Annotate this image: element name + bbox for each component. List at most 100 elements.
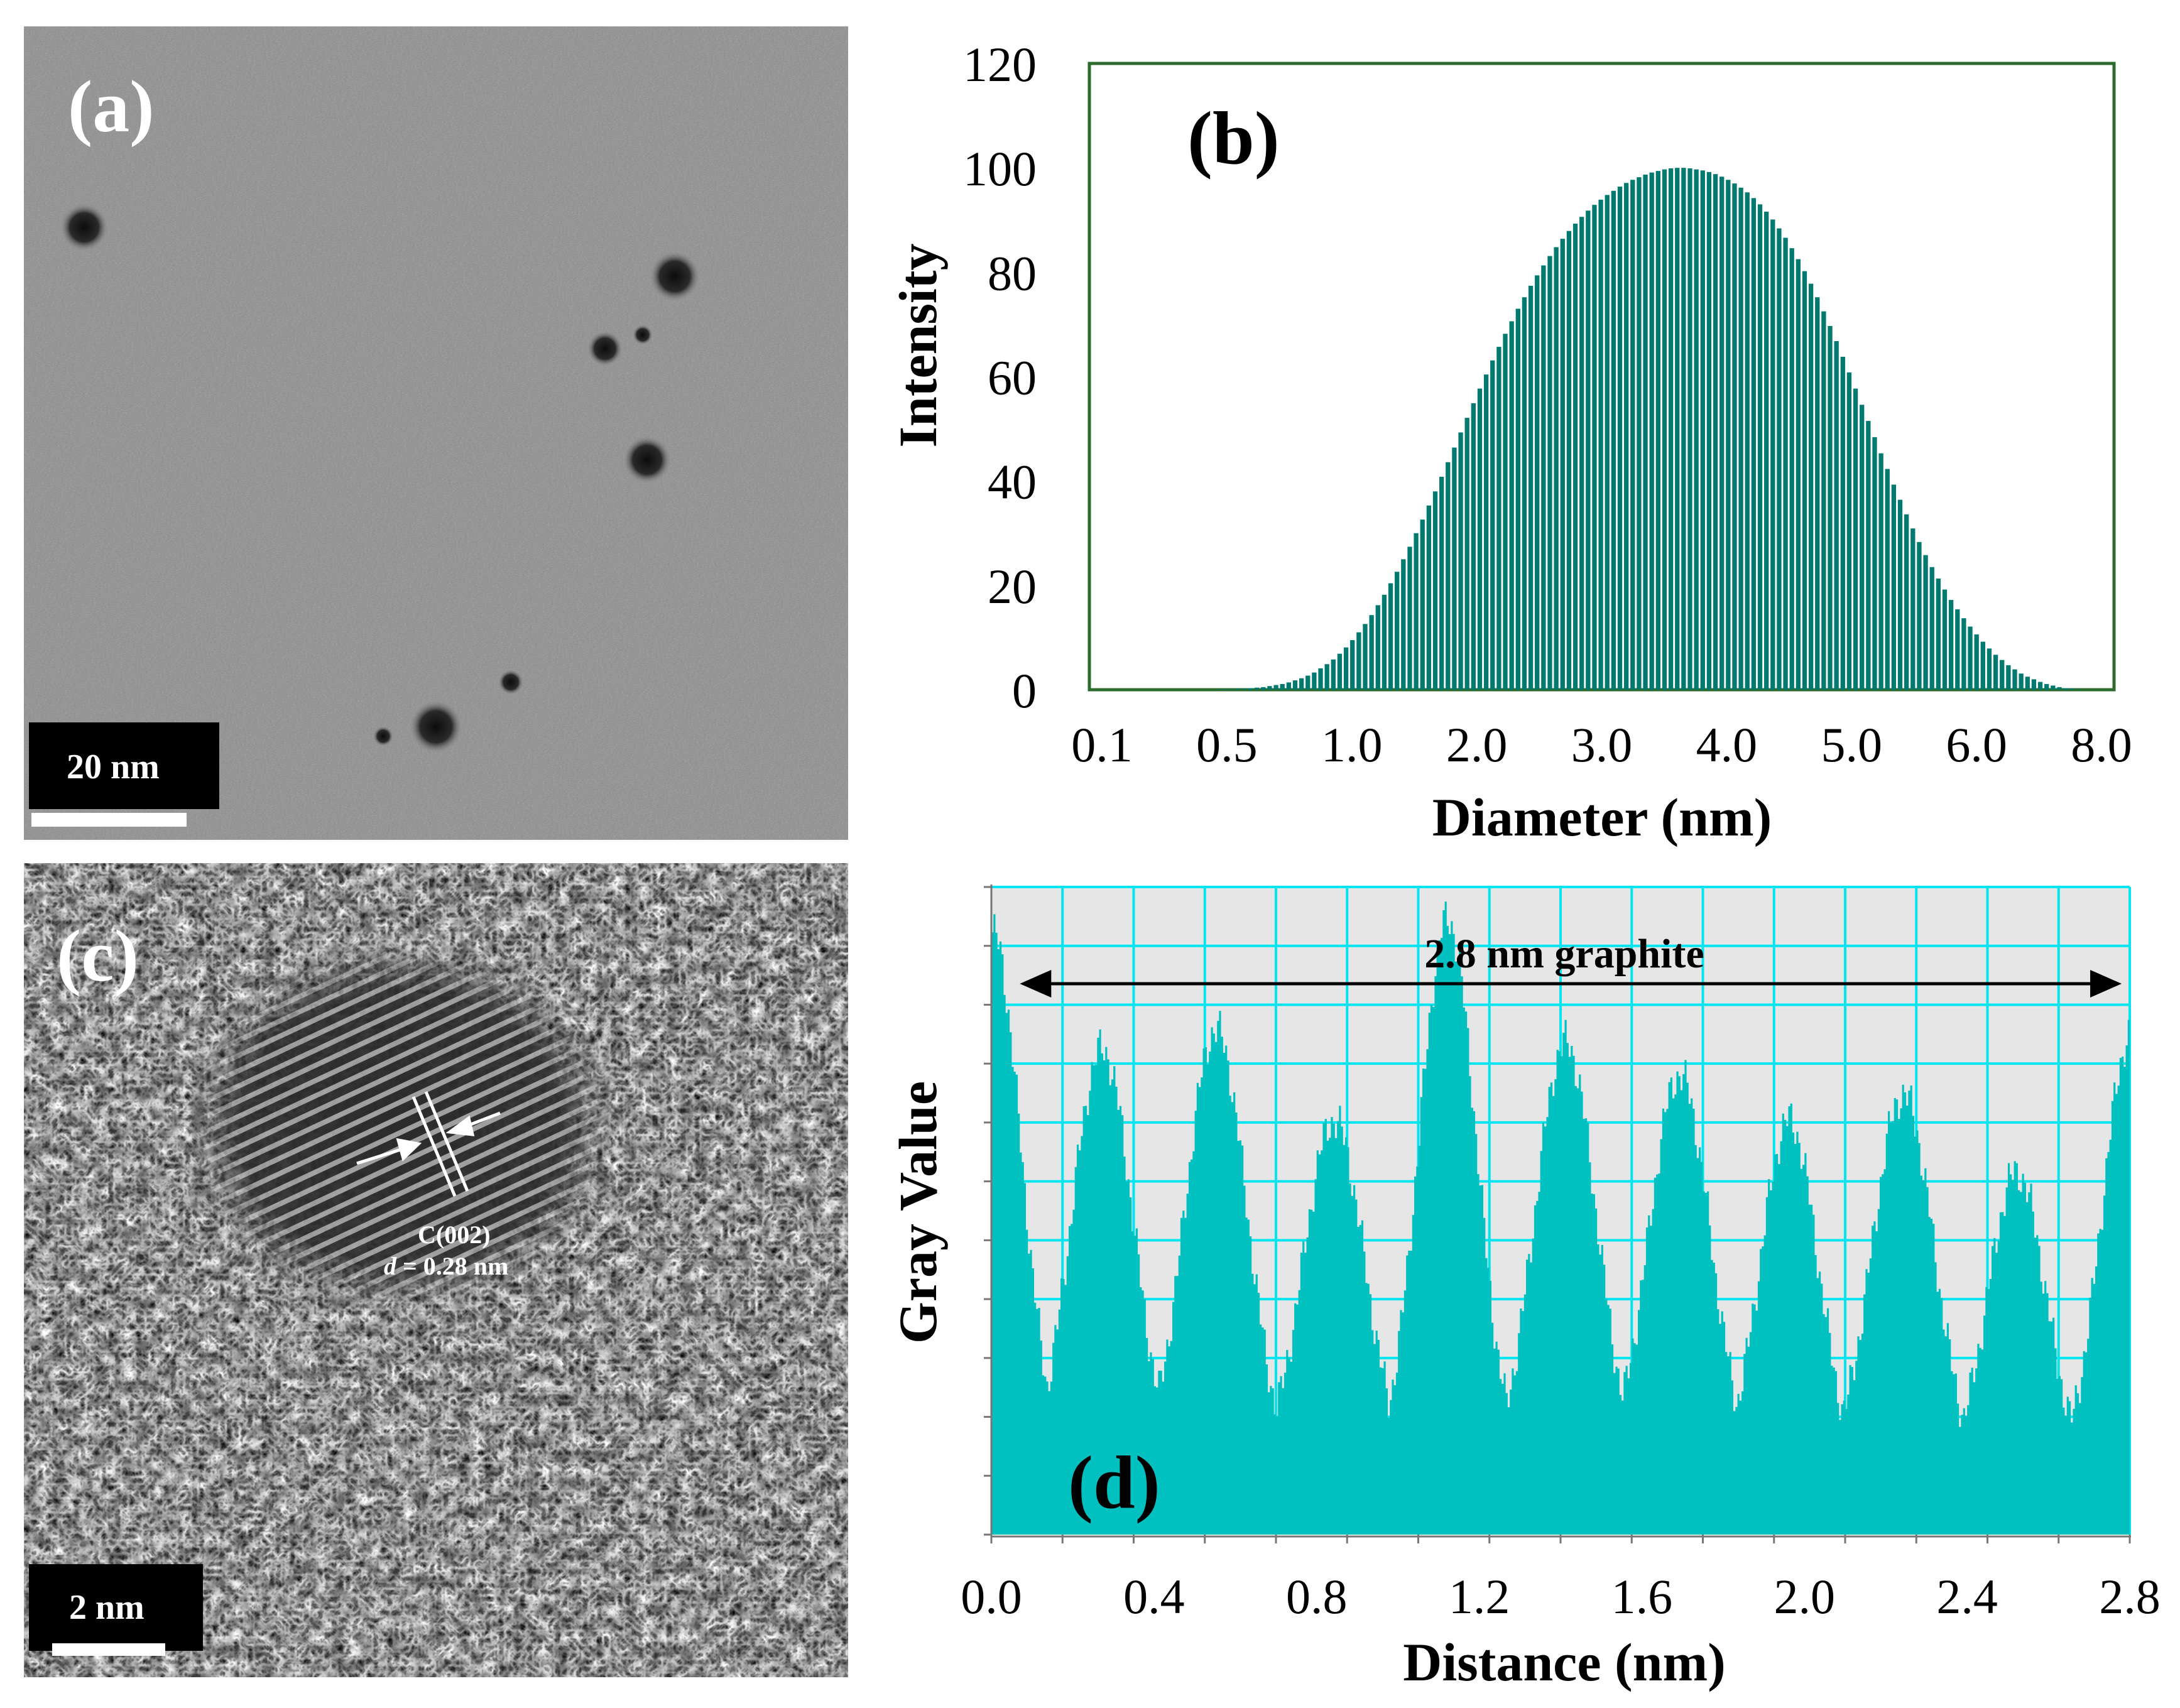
profile-x-axis-title: Distance (nm): [1403, 1632, 1726, 1692]
histogram-bar: [1572, 224, 1578, 690]
histogram-y-tick-label: 40: [988, 455, 1037, 509]
histogram-bar: [1929, 567, 1934, 690]
histogram-bar: [1917, 541, 1922, 690]
histogram-bar: [1840, 356, 1845, 690]
histogram-bar: [1535, 275, 1540, 690]
histogram-bar: [1235, 688, 1240, 690]
nanoparticle-dot: [498, 670, 523, 695]
histogram-bar: [1261, 687, 1266, 690]
histogram-bar: [1248, 688, 1253, 690]
profile-x-tick-label: 0.4: [1123, 1569, 1185, 1624]
scale-bar-label-box: [29, 722, 219, 809]
profile-x-tick-labels: 0.0 0.4 0.8 1.2 1.6 2.0 2.4 2.8: [961, 1569, 2161, 1624]
scale-bar-line-a: [31, 813, 187, 827]
histogram-bar: [1987, 648, 1992, 690]
histogram-bar: [1579, 217, 1584, 690]
histogram-bar: [1223, 689, 1228, 690]
histogram-bar: [1267, 686, 1272, 690]
histogram-bar: [1395, 572, 1400, 690]
histogram-bar: [1331, 659, 1336, 690]
histogram-bar: [1630, 180, 1635, 690]
histogram-bar: [1343, 647, 1349, 690]
histogram-bar: [1936, 579, 1941, 690]
histogram-bar: [1796, 259, 1801, 690]
histogram-bar: [1356, 632, 1361, 690]
histogram-bar: [1866, 421, 1871, 690]
histogram-bar: [1605, 195, 1610, 690]
histogram-bar: [2037, 682, 2043, 690]
histogram-bar: [1872, 437, 1877, 690]
histogram-bar: [1815, 297, 1820, 690]
panel-label-d: (d): [1068, 1440, 1160, 1524]
histogram-bar: [2000, 660, 2005, 690]
histogram-bar: [1592, 205, 1597, 690]
panel-label-c: (c): [57, 915, 139, 997]
histogram-bar: [1808, 283, 1814, 690]
histogram-bar: [1464, 418, 1469, 690]
histogram-bar: [1369, 615, 1374, 690]
histogram-bar: [1783, 237, 1788, 690]
histogram-bar: [1426, 505, 1432, 690]
histogram-bar: [1312, 672, 1317, 690]
histogram-y-axis-title: Intensity: [888, 244, 948, 448]
histogram-bar: [1490, 360, 1495, 690]
panel-label-a: (a): [68, 65, 155, 148]
histogram-bar: [1637, 177, 1642, 690]
histogram-bar: [2057, 687, 2062, 690]
histogram-bar: [1885, 469, 1890, 690]
histogram-bar: [1891, 484, 1897, 690]
histogram-bar: [1324, 664, 1329, 690]
histogram-bar: [1700, 170, 1705, 690]
histogram-bar: [2076, 689, 2081, 690]
histogram-bar: [1515, 308, 1520, 690]
profile-x-tick-label: 2.0: [1774, 1569, 1836, 1624]
histogram-bar: [1643, 174, 1648, 690]
lattice-plane-label: C(002): [418, 1221, 491, 1249]
histogram-bar: [1687, 168, 1692, 690]
profile-x-tick-label: 0.0: [961, 1569, 1022, 1624]
histogram-bar: [2044, 683, 2049, 690]
histogram-bar: [1923, 555, 1928, 690]
histogram-bar: [1738, 187, 1743, 690]
histogram-bar: [1675, 168, 1680, 690]
histogram-x-tick-label: 3.0: [1571, 717, 1633, 772]
histogram-bar: [1401, 559, 1406, 690]
histogram-y-tick-label: 120: [963, 37, 1037, 92]
histogram-bar: [1789, 248, 1794, 690]
histogram-bar: [1273, 685, 1278, 690]
nanoparticle-dot: [60, 204, 108, 251]
histogram-bar: [1846, 372, 1852, 690]
scale-bar-text-c: 2 nm: [69, 1588, 144, 1627]
scale-bar-label-box: [29, 1564, 203, 1651]
histogram-bar: [1719, 177, 1725, 690]
histogram-bar: [1897, 499, 1903, 690]
histogram-bar: [1547, 256, 1552, 690]
histogram-bar: [1617, 187, 1623, 690]
histogram-bar: [1299, 678, 1304, 690]
histogram-bar: [1802, 271, 1807, 690]
d-spacing-label: d = 0.28 nm: [384, 1251, 508, 1281]
histogram-bar: [2025, 677, 2030, 690]
panel-label-b: (b): [1187, 96, 1280, 180]
profile-x-tick-label: 2.4: [1936, 1569, 1998, 1624]
histogram-x-tick-label: 5.0: [1821, 717, 1883, 772]
histogram-bar: [1904, 514, 1909, 690]
histogram-bar: [1420, 519, 1425, 690]
histogram-bar: [1446, 462, 1451, 690]
histogram-bar: [1980, 641, 1985, 690]
histogram-x-tick-label: 2.0: [1446, 717, 1508, 772]
graphite-span-annotation: 2.8 nm graphite: [1424, 931, 1704, 977]
histogram-y-tick-label: 0: [1012, 663, 1037, 718]
histogram-bar: [1662, 169, 1667, 690]
histogram-bar: [1681, 168, 1686, 690]
histogram-bar: [1477, 388, 1483, 690]
histogram-bar: [1503, 334, 1508, 690]
histogram-x-tick-label: 0.5: [1196, 717, 1258, 772]
nanoparticle-dot: [650, 251, 700, 302]
histogram-bar: [1286, 682, 1292, 690]
tem-image-a: [24, 26, 848, 840]
histogram-bar: [1853, 388, 1858, 690]
histogram-bar: [1375, 605, 1380, 690]
histogram-bar: [1414, 533, 1419, 690]
